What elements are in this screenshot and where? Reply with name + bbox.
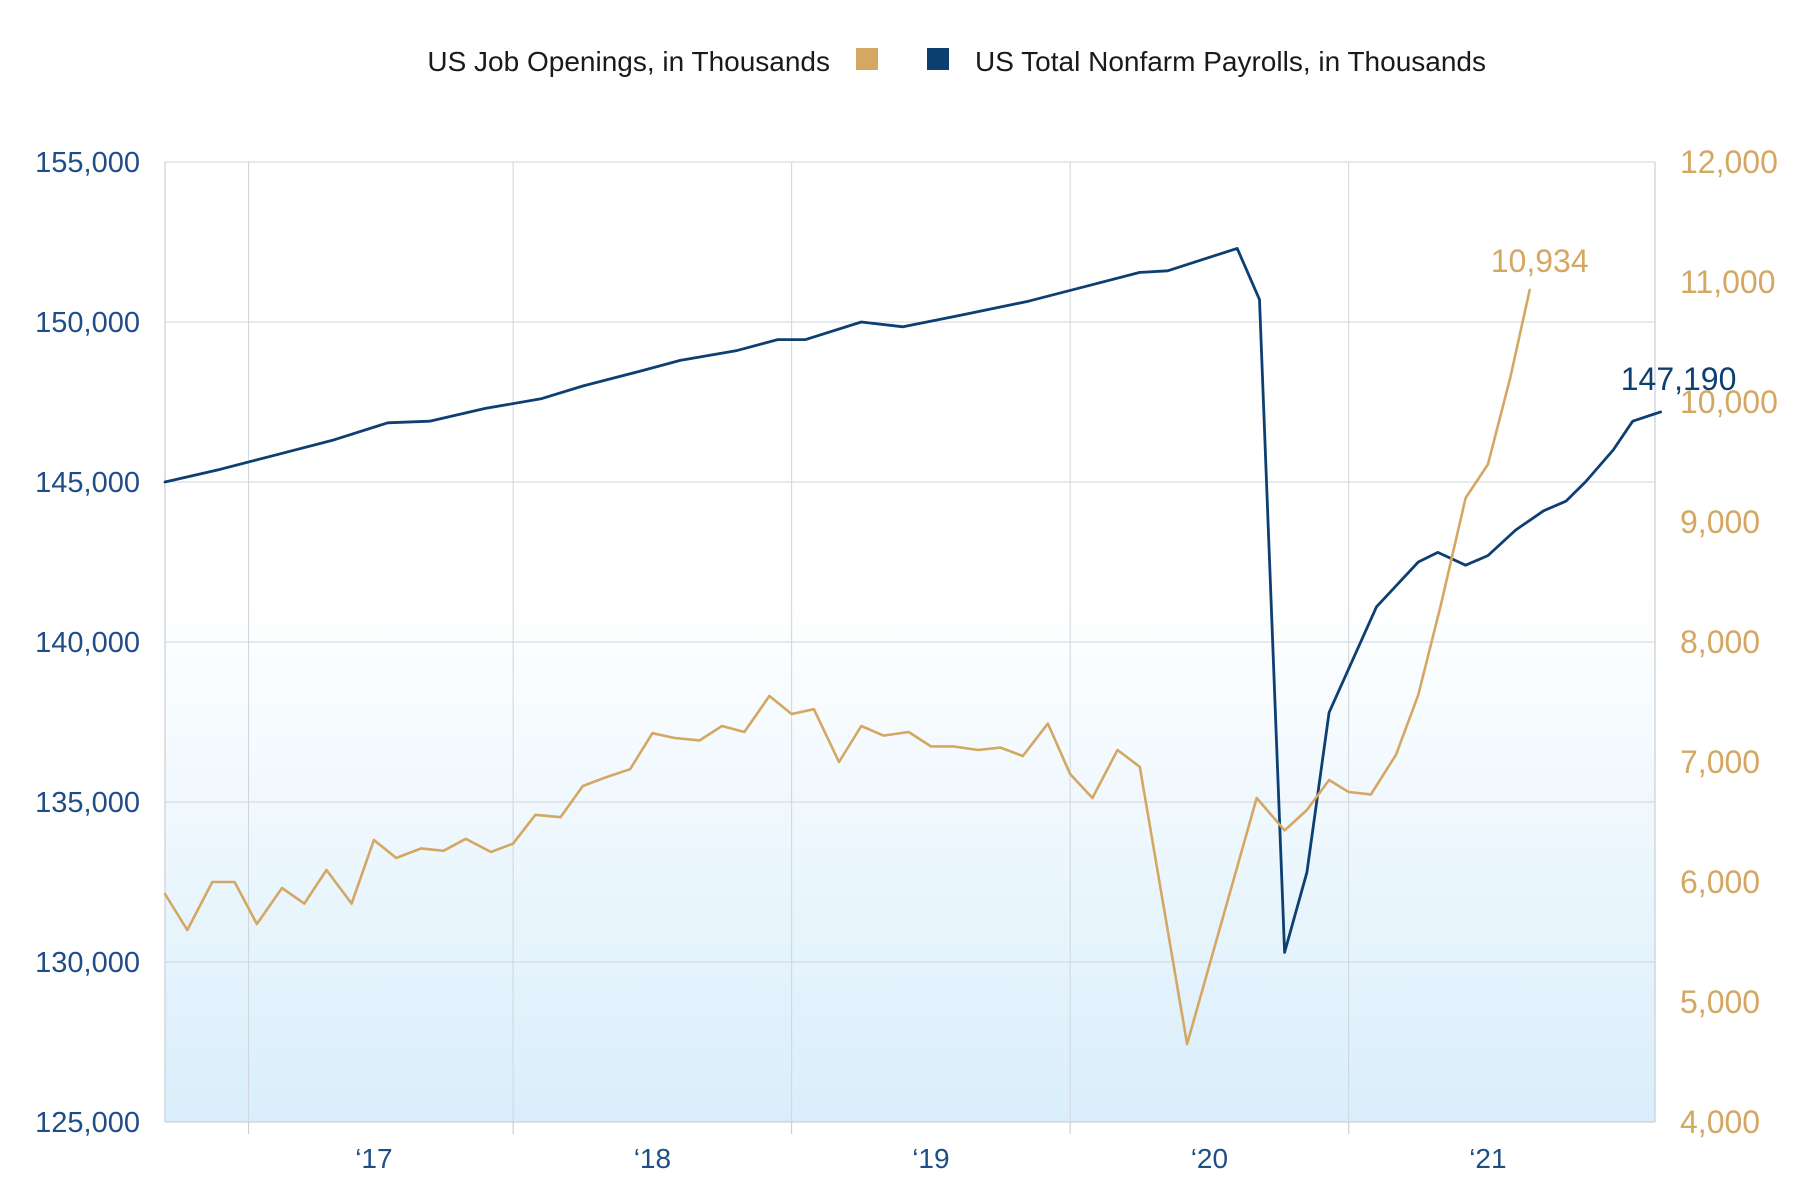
right-tick-label-6: 6,000 xyxy=(1680,864,1760,900)
legend-job-openings-label: US Job Openings, in Thousands xyxy=(427,46,830,77)
x-tick-label-4: ‘21 xyxy=(1469,1143,1506,1174)
x-tick-label-2: ‘19 xyxy=(912,1143,949,1174)
grid-lines xyxy=(165,161,1655,1134)
end-labels: 147,190 10,934 xyxy=(1491,243,1737,397)
left-tick-label-5: 130,000 xyxy=(35,947,140,979)
right-axis-ticks: 12,000 11,000 10,000 9,000 8,000 7,000 6,000 5,… xyxy=(1680,144,1778,1140)
right-tick-label-8: 4,000 xyxy=(1680,1104,1760,1140)
left-tick-label-2: 145,000 xyxy=(35,467,140,499)
end-label-job-openings: 10,934 xyxy=(1491,243,1589,279)
x-tick-label-3: ‘20 xyxy=(1191,1143,1228,1174)
x-tick-label-1: ‘18 xyxy=(634,1143,671,1174)
right-tick-label-2: 10,000 xyxy=(1680,384,1778,420)
right-tick-label-5: 7,000 xyxy=(1680,744,1760,780)
right-tick-label-4: 8,000 xyxy=(1680,624,1760,660)
x-tick-label-0: ‘17 xyxy=(355,1143,392,1174)
legend-job-openings-swatch xyxy=(856,48,878,70)
left-tick-label-4: 135,000 xyxy=(35,787,140,819)
legend: US Job Openings, in Thousands US Total N… xyxy=(427,46,1486,77)
series-line-payrolls xyxy=(163,246,1662,954)
legend-payrolls-label: US Total Nonfarm Payrolls, in Thousands xyxy=(975,46,1486,77)
x-axis-ticks: ‘17 ‘18 ‘19 ‘20 ‘21 xyxy=(355,1143,1506,1174)
series-line-job-openings xyxy=(163,288,1531,1046)
right-tick-label-0: 12,000 xyxy=(1680,144,1778,180)
legend-payrolls-swatch xyxy=(927,48,949,70)
right-tick-label-1: 11,000 xyxy=(1680,264,1776,300)
left-tick-label-0: 155,000 xyxy=(35,147,140,179)
left-axis-ticks: 155,000 150,000 145,000 140,000 135,000 130,0… xyxy=(35,147,140,1139)
left-tick-label-3: 140,000 xyxy=(35,627,140,659)
right-tick-label-7: 5,000 xyxy=(1680,984,1760,1020)
end-label-payrolls: 147,190 xyxy=(1621,361,1737,397)
left-tick-label-6: 125,000 xyxy=(35,1107,140,1139)
right-tick-label-3: 9,000 xyxy=(1680,504,1760,540)
left-tick-label-1: 150,000 xyxy=(35,307,140,339)
series-lines xyxy=(163,246,1662,1046)
